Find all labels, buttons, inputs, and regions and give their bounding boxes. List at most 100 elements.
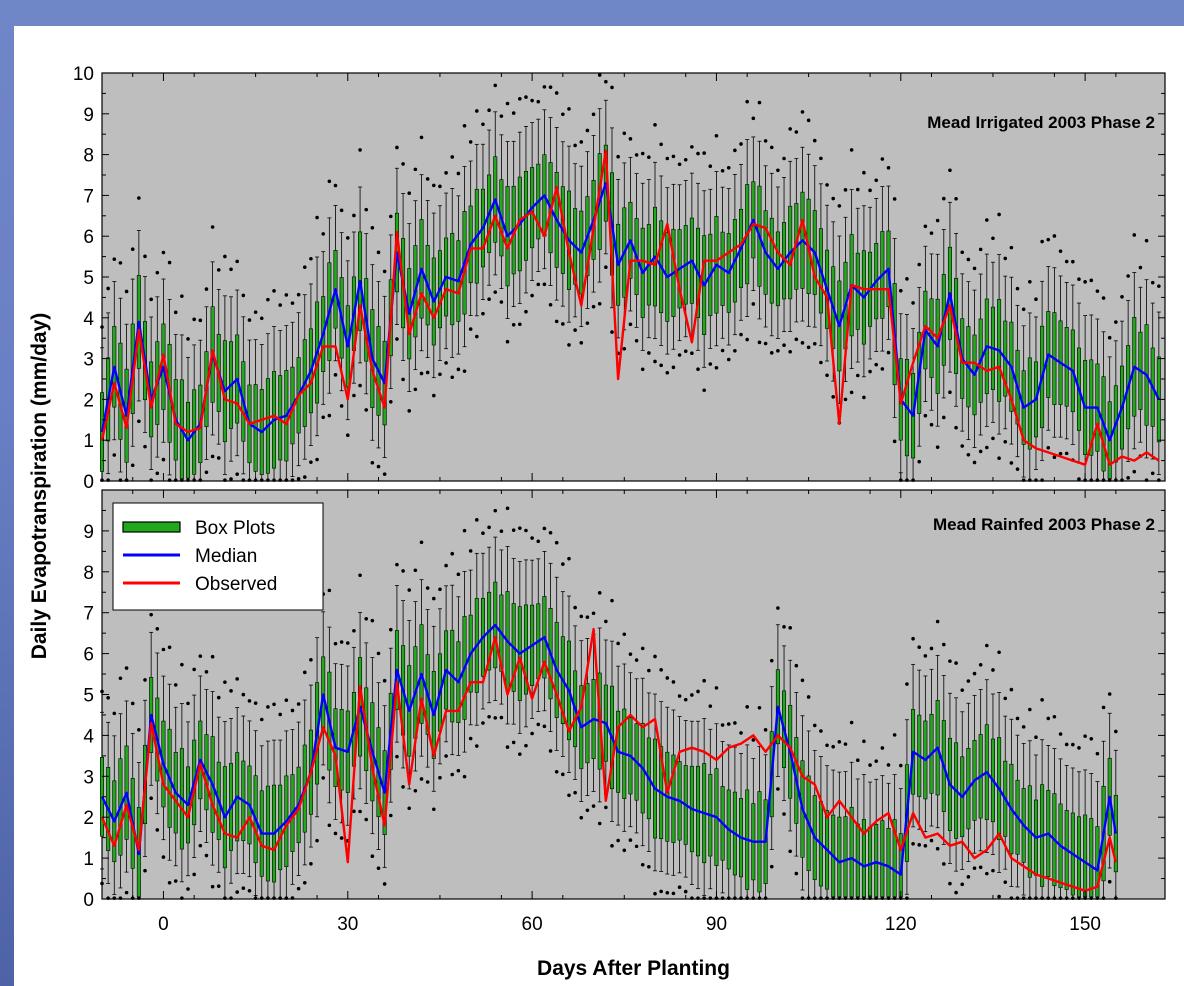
outlier-point xyxy=(567,107,571,111)
outlier-point xyxy=(1114,320,1118,324)
outlier-point xyxy=(880,746,885,750)
outlier-point xyxy=(130,247,135,251)
outlier-point xyxy=(702,678,706,683)
outlier-point xyxy=(186,701,190,706)
outlier-point xyxy=(855,896,860,900)
outlier-point xyxy=(997,212,1001,217)
outlier-point xyxy=(579,614,584,619)
outlier-point xyxy=(481,122,485,127)
outlier-point xyxy=(874,896,879,900)
outlier-point xyxy=(690,693,694,697)
outlier-point xyxy=(831,896,835,900)
outlier-point xyxy=(1064,742,1069,747)
outlier-point xyxy=(585,321,590,325)
outlier-point xyxy=(407,409,412,413)
outlier-point xyxy=(548,749,553,753)
outlier-point xyxy=(561,562,565,566)
outlier-point xyxy=(782,343,786,348)
outlier-point xyxy=(210,225,215,229)
outlier-point xyxy=(591,112,596,117)
box-plot xyxy=(874,759,879,900)
outlier-point xyxy=(978,865,983,870)
outlier-point xyxy=(518,97,522,101)
y-tick-label: 5 xyxy=(83,686,94,707)
outlier-point xyxy=(296,477,301,481)
outlier-point xyxy=(137,896,141,900)
outlier-point xyxy=(161,457,166,462)
outlier-point xyxy=(585,615,590,619)
outlier-point xyxy=(364,617,369,621)
outlier-point xyxy=(530,731,534,736)
outlier-point xyxy=(112,257,117,261)
outlier-point xyxy=(591,304,596,309)
outlier-point xyxy=(1021,307,1026,312)
outlier-point xyxy=(751,896,756,900)
outlier-point xyxy=(272,289,276,293)
outlier-point xyxy=(634,153,639,157)
outlier-point xyxy=(733,148,737,153)
outlier-point xyxy=(518,752,522,756)
outlier-point xyxy=(1107,335,1112,340)
outlier-point xyxy=(1089,278,1094,283)
outlier-point xyxy=(542,85,547,89)
outlier-point xyxy=(247,888,252,893)
outlier-point xyxy=(302,265,307,269)
outlier-point xyxy=(1003,439,1008,444)
outlier-point xyxy=(173,310,178,315)
outlier-point xyxy=(1046,237,1051,242)
box-plot xyxy=(911,301,916,482)
outlier-point xyxy=(548,531,553,535)
outlier-point xyxy=(358,573,362,578)
outlier-point xyxy=(321,415,326,420)
outlier-point xyxy=(395,145,399,150)
outlier-point xyxy=(272,896,276,900)
outlier-point xyxy=(819,156,823,161)
outlier-point xyxy=(573,790,577,795)
outlier-point xyxy=(1095,289,1100,293)
outlier-point xyxy=(696,896,700,900)
outlier-point xyxy=(462,123,467,128)
outlier-point xyxy=(1040,698,1044,702)
outlier-point xyxy=(524,95,528,99)
outlier-point xyxy=(788,349,792,354)
outlier-point xyxy=(923,843,928,848)
y-tick-label: 3 xyxy=(83,350,94,371)
outlier-point xyxy=(874,362,879,367)
outlier-point xyxy=(616,154,620,159)
outlier-point xyxy=(438,372,442,377)
outlier-point xyxy=(444,361,448,365)
legend-label-observed: Observed xyxy=(195,574,277,595)
box-body xyxy=(880,820,885,898)
outlier-point xyxy=(640,646,645,651)
outlier-point xyxy=(819,896,823,900)
outlier-point xyxy=(505,339,510,344)
outlier-point xyxy=(173,683,178,687)
outlier-point xyxy=(407,191,412,195)
y-tick-label: 1 xyxy=(83,431,94,452)
outlier-point xyxy=(628,137,633,141)
outlier-point xyxy=(518,526,522,530)
outlier-point xyxy=(1095,478,1100,482)
outlier-point xyxy=(1138,265,1143,270)
outlier-point xyxy=(788,849,792,854)
outlier-point xyxy=(1144,238,1149,243)
outlier-point xyxy=(941,642,946,647)
outlier-point xyxy=(315,215,319,220)
outlier-point xyxy=(499,529,504,534)
x-tick-label: 90 xyxy=(706,914,727,935)
y-tick-label: 7 xyxy=(83,186,94,207)
outlier-point xyxy=(143,678,147,682)
outlier-point xyxy=(622,346,627,351)
outlier-point xyxy=(401,785,405,789)
outlier-point xyxy=(597,591,602,595)
outlier-point xyxy=(647,864,651,869)
outlier-point xyxy=(812,896,817,900)
outlier-point xyxy=(180,662,184,667)
outlier-point xyxy=(868,763,872,767)
outlier-point xyxy=(1126,274,1130,278)
outlier-point xyxy=(468,140,473,144)
outlier-point xyxy=(677,885,682,890)
outlier-point xyxy=(407,588,412,592)
outlier-point xyxy=(229,267,233,272)
outlier-point xyxy=(216,268,221,272)
